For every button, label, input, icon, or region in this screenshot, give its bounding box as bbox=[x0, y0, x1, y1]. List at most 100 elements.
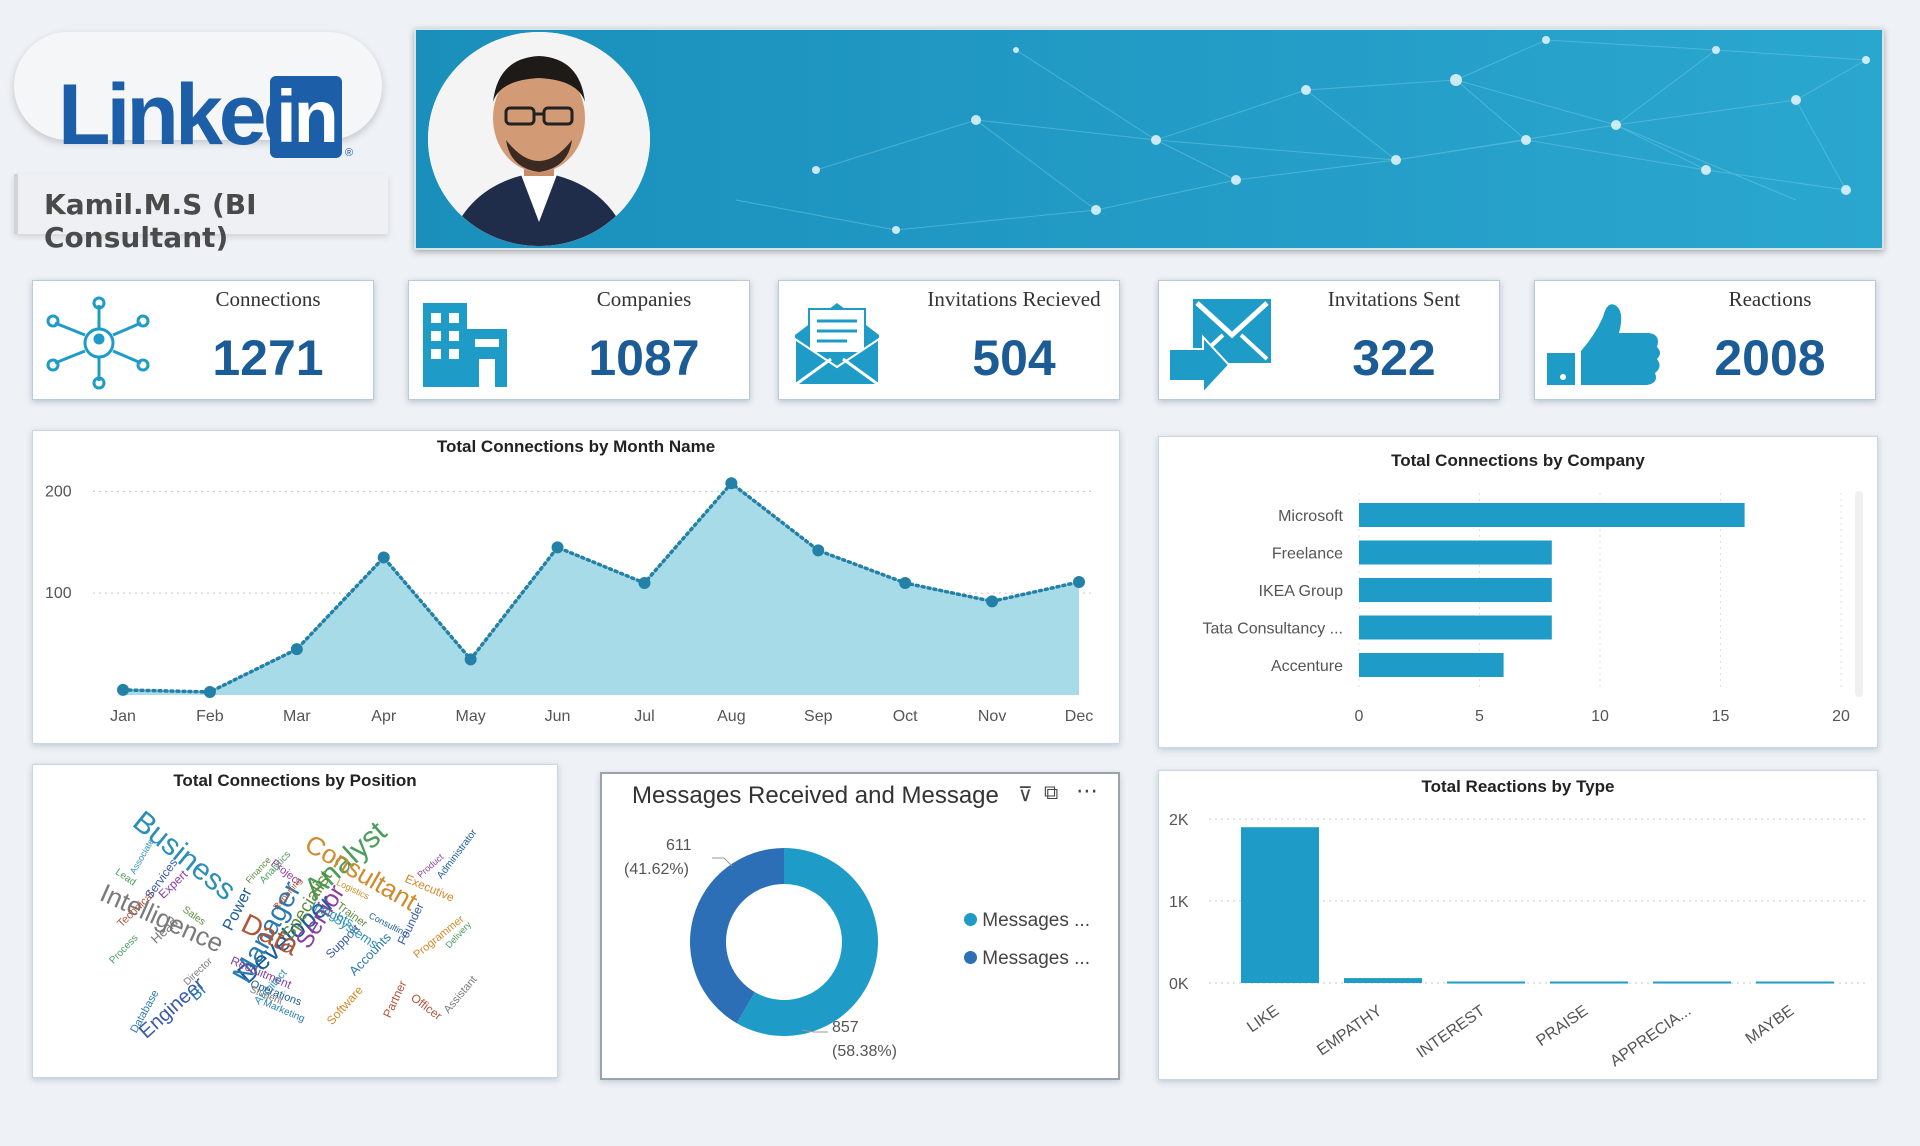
x-category-label: APPRECIA... bbox=[1607, 1002, 1694, 1070]
connections-by-company-chart[interactable]: Total Connections by Company 0 5 10 15 20 Mic… bbox=[1158, 436, 1878, 748]
word: Officer bbox=[408, 991, 444, 1023]
kpi-card-companies[interactable]: Companies 1087 bbox=[408, 280, 750, 400]
y-tick-label: 200 bbox=[45, 483, 72, 500]
kpi-card-invitations-received[interactable]: Invitations Recieved 504 bbox=[778, 280, 1120, 400]
x-tick-label: 15 bbox=[1712, 708, 1730, 725]
data-point bbox=[290, 643, 303, 656]
chart-title: Total Connections by Company bbox=[1391, 451, 1645, 470]
profile-name-card: Kamil.M.S (BI Consultant) bbox=[14, 174, 388, 254]
y-tick-label: 2K bbox=[1169, 812, 1189, 829]
profile-name: Kamil.M.S (BI Consultant) bbox=[44, 188, 257, 254]
bar bbox=[1241, 827, 1319, 983]
connections-by-position-chart[interactable]: Total Connections by Position Developer M… bbox=[32, 764, 558, 1078]
logo-registered-mark: ® bbox=[345, 147, 354, 159]
open-envelope-icon bbox=[794, 303, 880, 387]
data-point bbox=[725, 477, 738, 490]
data-point bbox=[203, 685, 216, 698]
bar bbox=[1344, 978, 1422, 983]
x-tick-label: Aug bbox=[717, 708, 745, 725]
messages-donut-chart[interactable]: Messages Received and Message ⊽ ⧉ ⋯ 857 (… bbox=[600, 772, 1120, 1080]
x-tick-label: May bbox=[456, 708, 486, 725]
kpi-label: Connections bbox=[215, 287, 321, 311]
x-tick-label: 0 bbox=[1355, 708, 1364, 725]
y-tick-label: 100 bbox=[45, 585, 72, 602]
y-category-label: Freelance bbox=[1272, 546, 1343, 563]
area-fill bbox=[123, 483, 1079, 695]
vbar-chart-plot: 0K 1K 2K LIKE EMPATHY INTEREST PRAISE APPRECIA.… bbox=[1169, 812, 1869, 1070]
bar bbox=[1550, 981, 1628, 984]
chart-title: Total Connections by Month Name bbox=[436, 437, 716, 456]
donut-plot: 857 (58.38%) 611 (41.62%) bbox=[624, 837, 897, 1060]
word: Administrator bbox=[435, 827, 480, 881]
profile-avatar bbox=[428, 32, 650, 246]
linkedin-logo: Linked in ® bbox=[14, 32, 382, 159]
x-tick-label: Jul bbox=[634, 708, 654, 725]
x-category-label: PRAISE bbox=[1533, 1002, 1591, 1050]
data-point bbox=[377, 551, 390, 564]
send-envelope-icon bbox=[1168, 299, 1271, 395]
y-category-label: IKEA Group bbox=[1259, 583, 1344, 600]
thumbs-up-icon bbox=[1547, 304, 1660, 385]
x-tick-label: Apr bbox=[371, 708, 397, 725]
data-point bbox=[551, 541, 564, 554]
kpi-card-invitations-sent[interactable]: Invitations Sent 322 bbox=[1158, 280, 1500, 400]
legend-label: Messages ... bbox=[982, 948, 1090, 969]
x-tick-label: Sep bbox=[804, 708, 833, 725]
data-point bbox=[1073, 575, 1085, 588]
bar bbox=[1359, 578, 1552, 602]
focus-mode-icon[interactable]: ⧉ bbox=[1044, 782, 1059, 804]
bar bbox=[1653, 981, 1731, 984]
y-category-label: Accenture bbox=[1271, 658, 1343, 675]
chart-title: Messages Received and Message bbox=[632, 782, 999, 809]
leader-line bbox=[801, 1029, 828, 1033]
data-point bbox=[812, 544, 825, 557]
word: Process bbox=[107, 933, 140, 967]
y-tick-label: 1K bbox=[1169, 894, 1189, 911]
kpi-value: 504 bbox=[972, 330, 1056, 386]
word: Assistant bbox=[442, 974, 480, 1016]
x-tick-label: 5 bbox=[1475, 708, 1484, 725]
network-background bbox=[416, 30, 1882, 248]
data-label: (41.62%) bbox=[624, 861, 689, 878]
x-tick-label: Dec bbox=[1065, 708, 1093, 725]
more-options-icon[interactable]: ⋯ bbox=[1076, 778, 1098, 803]
legend-dot bbox=[964, 951, 977, 964]
kpi-label: Reactions bbox=[1728, 287, 1812, 311]
data-point bbox=[464, 653, 477, 666]
x-tick-label: Jun bbox=[545, 708, 571, 725]
kpi-label: Invitations Sent bbox=[1327, 287, 1461, 311]
x-tick-label: Feb bbox=[196, 708, 224, 725]
donut-slice bbox=[690, 848, 784, 1024]
kpi-label: Companies bbox=[596, 287, 692, 311]
x-category-label: MAYBE bbox=[1743, 1002, 1798, 1047]
legend-label: Messages ... bbox=[982, 910, 1090, 931]
word-cloud: DeveloperManagerSeniorAnalystConsultantB… bbox=[96, 805, 480, 1043]
filter-icon[interactable]: ⊽ bbox=[1018, 784, 1033, 806]
chart-title: Total Connections by Position bbox=[173, 771, 417, 790]
data-label: (58.38%) bbox=[832, 1043, 897, 1060]
bar bbox=[1756, 981, 1834, 984]
legend-item[interactable]: Messages ... bbox=[964, 910, 1090, 932]
kpi-card-connections[interactable]: Connections 1271 bbox=[32, 280, 374, 400]
hbar-chart-plot: 0 5 10 15 20 Microsoft Freelance IKEA Group Tata… bbox=[1202, 491, 1863, 725]
data-point bbox=[117, 683, 129, 696]
reactions-by-type-chart[interactable]: Total Reactions by Type 0K 1K 2K LIKE EMPATH… bbox=[1158, 770, 1878, 1080]
x-tick-label: Nov bbox=[978, 708, 1006, 725]
kpi-card-reactions[interactable]: Reactions 2008 bbox=[1534, 280, 1876, 400]
network-icon bbox=[46, 296, 150, 390]
data-point bbox=[638, 577, 651, 589]
word: Software bbox=[324, 983, 366, 1028]
x-category-label: EMPATHY bbox=[1314, 1002, 1385, 1059]
word: Partner bbox=[380, 978, 409, 1020]
y-category-label: Tata Consultancy ... bbox=[1202, 621, 1343, 638]
donut-slice bbox=[736, 848, 879, 1036]
bar bbox=[1359, 653, 1504, 677]
kpi-value: 2008 bbox=[1714, 330, 1826, 386]
x-tick-label: Oct bbox=[893, 708, 918, 725]
legend-item[interactable]: Messages ... bbox=[964, 948, 1090, 970]
series-line bbox=[121, 480, 1081, 694]
person-portrait-icon bbox=[428, 32, 650, 246]
logo-in-badge: in bbox=[270, 76, 342, 158]
kpi-label: Invitations Recieved bbox=[927, 287, 1101, 311]
connections-by-month-chart[interactable]: Total Connections by Month Name 100 200 Ja… bbox=[32, 430, 1120, 744]
